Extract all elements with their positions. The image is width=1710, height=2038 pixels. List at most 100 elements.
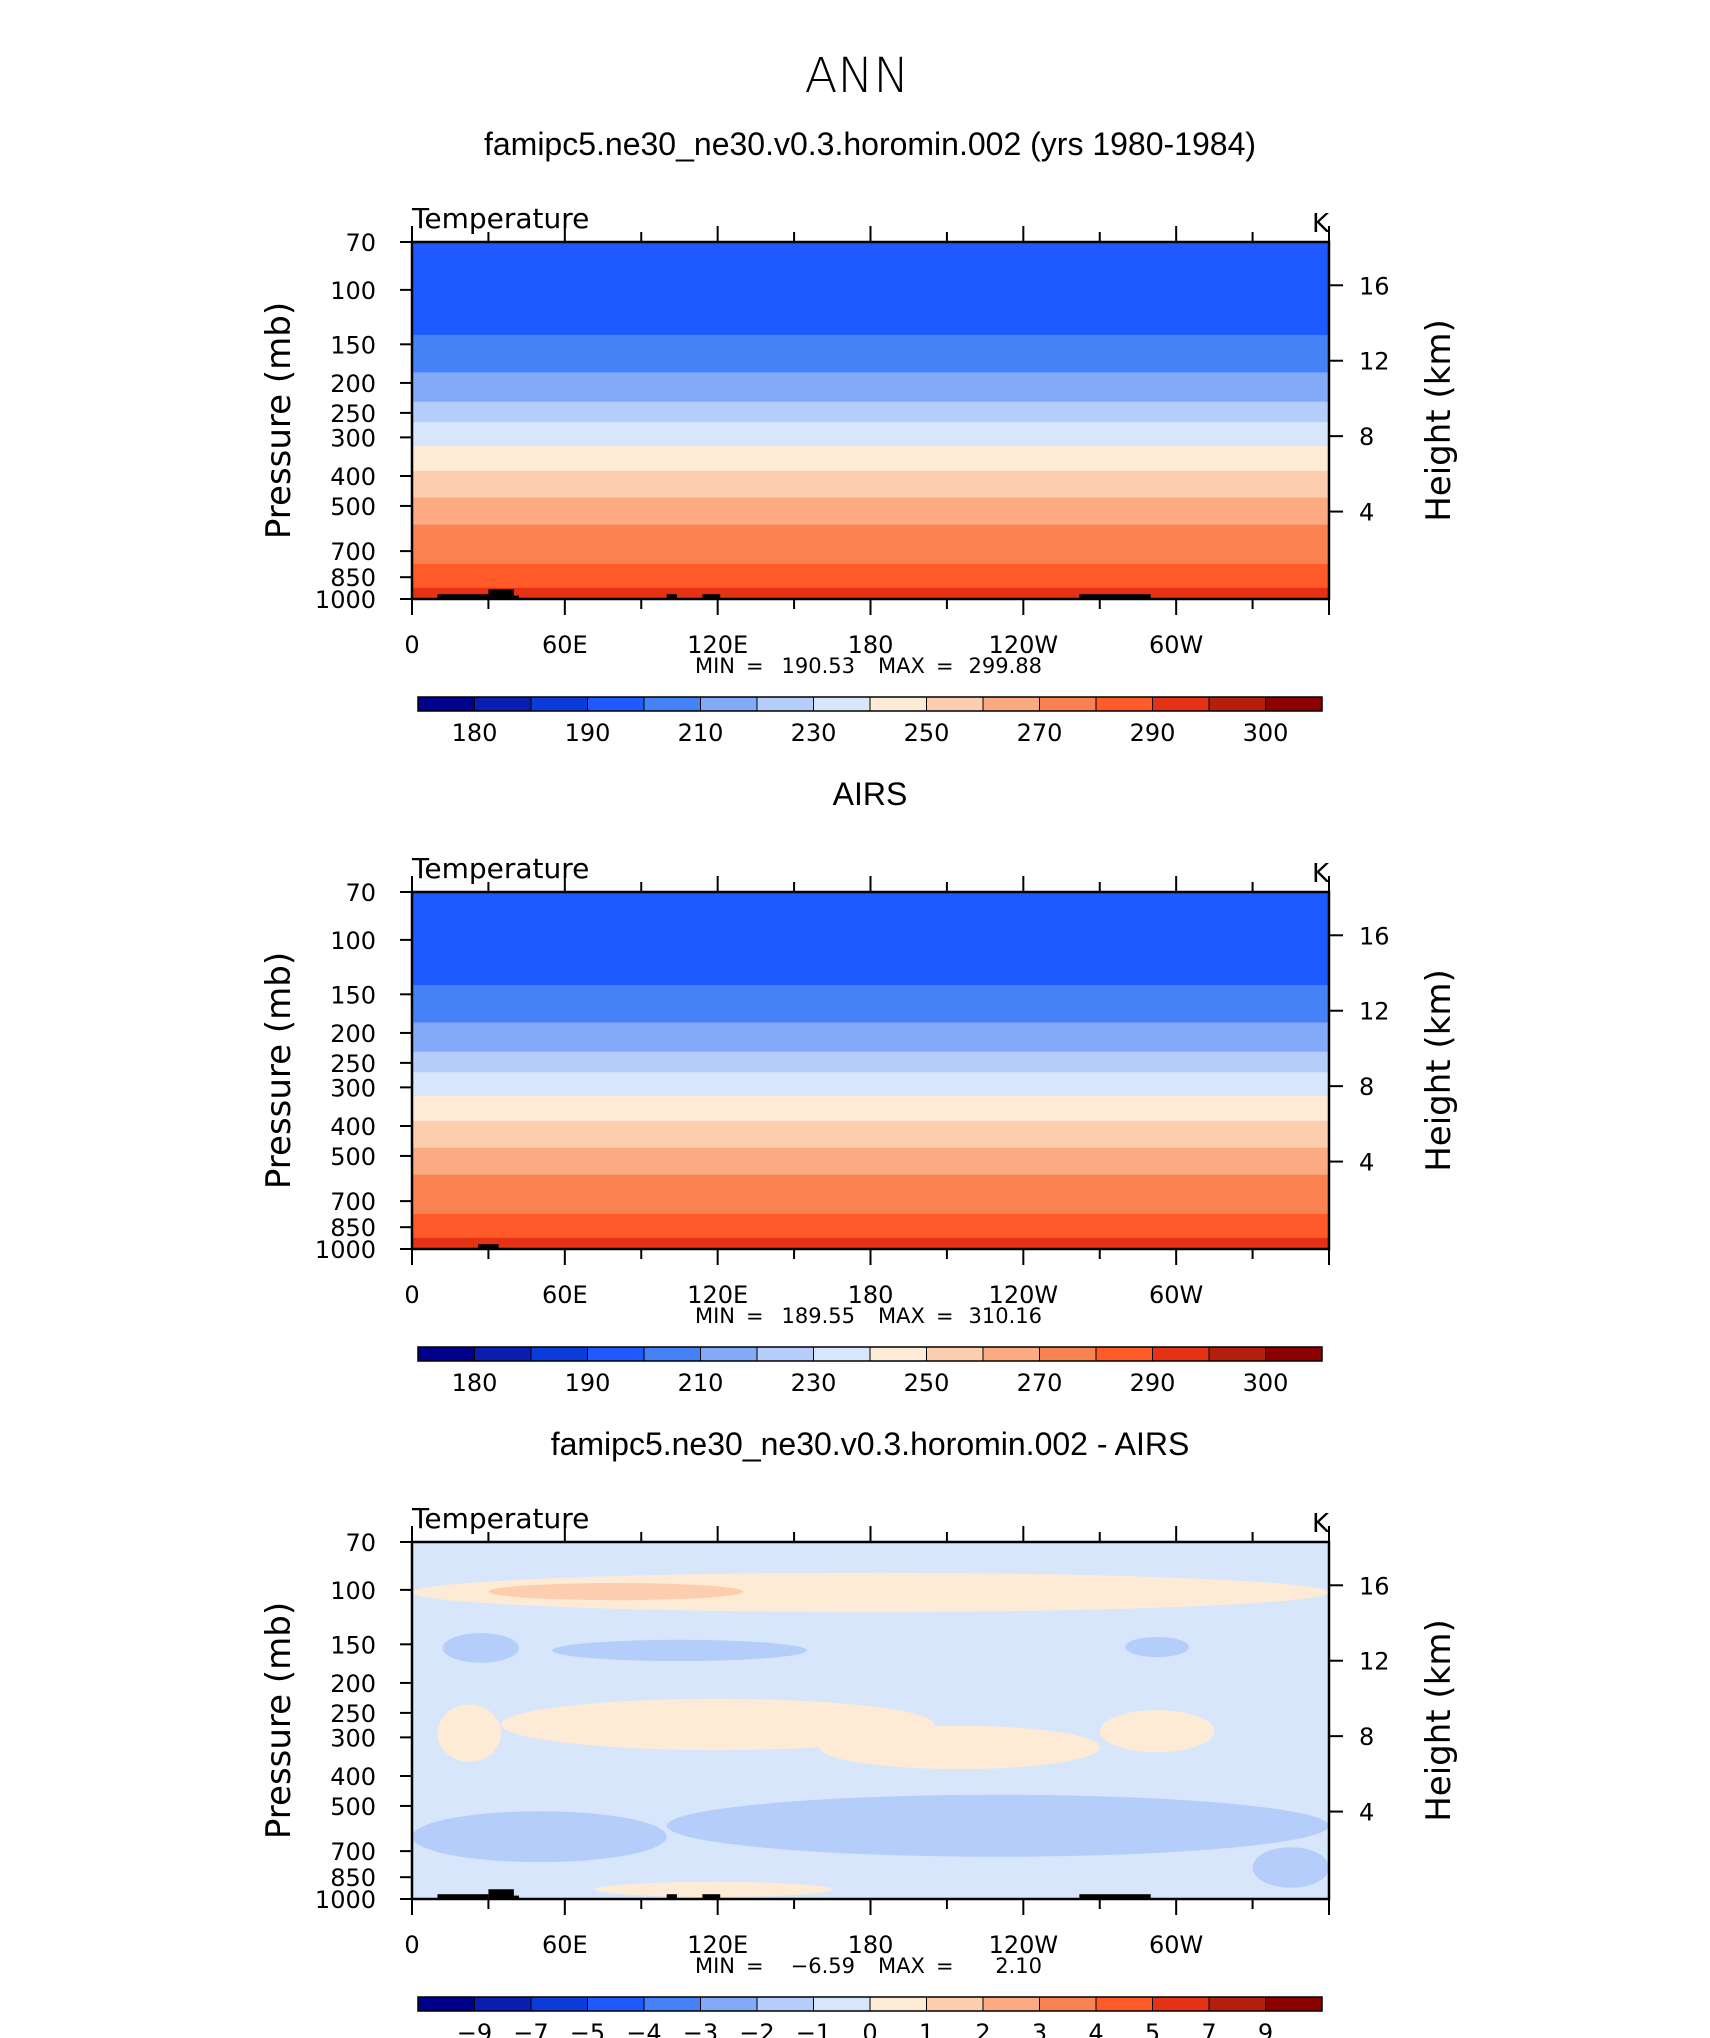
colorbar-label: −1	[796, 2019, 831, 2038]
colorbar-label: −2	[739, 2019, 774, 2038]
terrain-mask	[437, 594, 489, 599]
colorbar-swatch	[813, 1346, 871, 1362]
y-tick-label: 300	[330, 424, 376, 452]
colorbar-swatch	[982, 1996, 1040, 2012]
max-value: 2.10	[995, 1954, 1042, 1978]
colorbar-label: 7	[1201, 2019, 1216, 2038]
y-axis-right-label: Height (km)	[1419, 969, 1459, 1172]
colorbar-swatch	[1039, 696, 1097, 712]
colorbar-label: 250	[904, 1369, 950, 1397]
colorbar-swatch	[1265, 696, 1323, 712]
colorbar-swatch	[474, 1346, 532, 1362]
y-tick-label: 700	[330, 1188, 376, 1216]
colorbar-swatch	[982, 696, 1040, 712]
colorbar-swatch	[869, 1996, 927, 2012]
contour-band	[412, 1072, 1329, 1098]
height-tick-label: 4	[1359, 1799, 1374, 1827]
contour-region	[1099, 1710, 1215, 1753]
y-tick-label: 1000	[315, 586, 376, 614]
variable-label: Temperature	[411, 202, 589, 235]
min-label: MIN	[695, 1954, 735, 1978]
terrain-mask	[478, 1244, 499, 1249]
contour-band	[412, 563, 1329, 589]
max-label: MAX	[878, 1304, 925, 1328]
contour-band	[412, 446, 1329, 472]
colorbar-swatch	[1208, 1346, 1266, 1362]
contour-band	[412, 1120, 1329, 1149]
x-tick-label: 120E	[687, 1931, 748, 1959]
y-axis-label: Pressure (mb)	[259, 302, 299, 539]
y-tick-label: 250	[330, 400, 376, 428]
contour-region	[412, 1572, 1329, 1613]
colorbar-frame	[417, 1346, 1323, 1362]
colorbar-label: 250	[904, 719, 950, 747]
terrain-mask	[702, 594, 721, 599]
height-tick-label: 16	[1359, 1572, 1390, 1600]
x-tick-label: 180	[848, 1931, 894, 1959]
x-tick-label: 60E	[542, 631, 588, 659]
colorbar-swatch	[643, 1346, 701, 1362]
colorbar-label: 270	[1017, 719, 1063, 747]
x-tick-label: 120W	[989, 1281, 1059, 1309]
y-tick-label: 200	[330, 370, 376, 398]
y-tick-label: 700	[330, 538, 376, 566]
contour-band	[412, 401, 1329, 424]
y-axis-label: Pressure (mb)	[259, 1602, 299, 1839]
colorbar-swatch	[417, 1346, 475, 1362]
y-tick-label: 150	[330, 981, 376, 1009]
colorbar-label: 210	[678, 1369, 724, 1397]
colorbar-swatch	[474, 696, 532, 712]
y-axis-label: Pressure (mb)	[259, 952, 299, 1189]
contour-region	[1125, 1636, 1189, 1658]
y-tick-label: 100	[330, 277, 376, 305]
colorbar-label: 180	[452, 1369, 498, 1397]
contour-band	[412, 422, 1329, 448]
colorbar-swatch	[869, 696, 927, 712]
colorbar-label: 270	[1017, 1369, 1063, 1397]
contour-band	[412, 1213, 1329, 1239]
colorbar-label: 230	[791, 1369, 837, 1397]
height-tick-label: 16	[1359, 272, 1390, 300]
colorbar-label: 4	[1088, 2019, 1103, 2038]
max-value: 310.16	[969, 1304, 1042, 1328]
colorbar-label: −4	[626, 2019, 661, 2038]
min-equals: =	[746, 654, 764, 678]
x-tick-label: 0	[404, 631, 419, 659]
variable-label: Temperature	[411, 1502, 589, 1535]
y-tick-label: 300	[330, 1074, 376, 1102]
panel-title: famipc5.ne30_ne30.v0.3.horomin.002 (yrs …	[484, 126, 1256, 162]
colorbar-swatch	[1039, 1996, 1097, 2012]
height-tick-label: 8	[1359, 1073, 1374, 1101]
panel-3: famipc5.ne30_ne30.v0.3.horomin.002 - AIR…	[259, 1426, 1459, 2038]
colorbar-swatch	[587, 696, 645, 712]
units-label: K	[1312, 1509, 1330, 1539]
colorbar-swatch	[756, 1346, 814, 1362]
colorbar-swatch	[813, 1996, 871, 2012]
contour-field	[412, 1542, 1329, 1899]
contour-band	[412, 985, 1329, 1024]
terrain-mask	[513, 595, 519, 599]
colorbar-swatch	[1265, 1996, 1323, 2012]
y-tick-label: 700	[330, 1838, 376, 1866]
colorbar-swatch	[417, 696, 475, 712]
contour-region	[442, 1633, 519, 1663]
colorbar-swatch	[926, 1346, 984, 1362]
max-value: 299.88	[969, 654, 1042, 678]
colorbar-swatch	[1039, 1346, 1097, 1362]
y-tick-label: 400	[330, 1113, 376, 1141]
colorbar-swatch	[643, 1996, 701, 2012]
min-label: MIN	[695, 654, 735, 678]
contour-band	[412, 470, 1329, 499]
colorbar-label: 9	[1258, 2019, 1273, 2038]
contour-region	[437, 1704, 502, 1762]
colorbar-swatch	[1208, 1996, 1266, 2012]
contour-band	[412, 1174, 1329, 1215]
colorbar-swatch	[700, 1996, 758, 2012]
x-tick-label: 60W	[1149, 1931, 1203, 1959]
min-value: −6.59	[791, 1954, 855, 1978]
x-tick-label: 120E	[687, 1281, 748, 1309]
contour-band	[412, 1022, 1329, 1053]
colorbar-swatch	[474, 1996, 532, 2012]
contour-band	[412, 1237, 1329, 1249]
colorbar-label: 5	[1145, 2019, 1160, 2038]
